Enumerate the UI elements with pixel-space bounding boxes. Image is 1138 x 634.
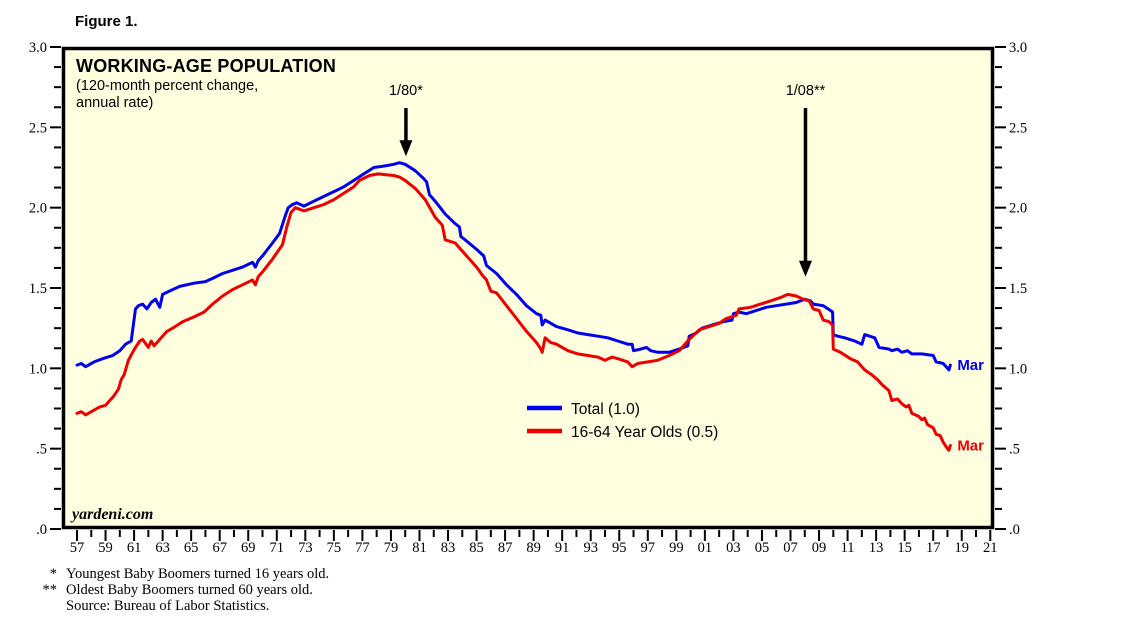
x-tick-label: 99	[669, 540, 684, 556]
x-tick-label: 77	[355, 540, 370, 556]
x-tick-label: 69	[241, 540, 256, 556]
x-tick-label: 61	[127, 540, 142, 556]
plot-area	[61, 46, 995, 530]
x-tick-label: 97	[641, 540, 656, 556]
watermark: yardeni.com	[70, 506, 153, 523]
x-tick-label: 01	[698, 540, 713, 556]
x-tick-label: 59	[98, 540, 113, 556]
series-lines: Mar Mar	[75, 161, 984, 454]
y-tick-label-right: 3.0	[1009, 40, 1027, 56]
y-tick-label-right: 1.0	[1009, 361, 1027, 377]
legend: Total (1.0) 16-64 Year Olds (0.5)	[527, 401, 718, 441]
footnote-marker-2: **	[43, 582, 58, 598]
figure-label: Figure 1.	[75, 13, 138, 30]
y-tick-label-left: 2.5	[29, 120, 47, 136]
x-tick-label: 91	[555, 540, 570, 556]
end-label-total-line: Mar	[957, 357, 984, 374]
annotation-arrow-head	[399, 140, 413, 157]
y-tick-label-left: 3.0	[29, 40, 47, 56]
x-tick-label: 07	[783, 540, 798, 556]
y-tick-label-right: 2.5	[1009, 120, 1027, 136]
axes: 57 59 61 63 65 67 69 71 73 75 77 79 81 83 85 87 89 91 93 95…	[29, 40, 1027, 556]
x-tick-label: 75	[327, 540, 342, 556]
x-tick-label: 87	[498, 540, 513, 556]
y-tick-label-left: 1.0	[29, 361, 47, 377]
footnote-source: Source: Bureau of Labor Statistics.	[66, 598, 269, 614]
footnotes: * Youngest Baby Boomers turned 16 years …	[43, 566, 330, 614]
annotation-label: 1/08**	[786, 83, 826, 99]
x-tick-label: 93	[583, 540, 598, 556]
x-tick-label: 11	[841, 540, 855, 556]
x-tick-label: 65	[184, 540, 199, 556]
total-line	[75, 161, 952, 372]
x-tick-label: 67	[212, 540, 227, 556]
x-tick-label: 63	[155, 540, 170, 556]
y-tick-label-right: 2.0	[1009, 201, 1027, 217]
footnote-text-1: Youngest Baby Boomers turned 16 years ol…	[66, 566, 329, 582]
x-tick-label: 81	[412, 540, 427, 556]
footnote-marker-1: *	[50, 566, 57, 582]
chart-subtitle-line2: annual rate)	[76, 95, 153, 111]
x-tick-label: 83	[441, 540, 456, 556]
x-tick-label: 15	[897, 540, 912, 556]
y-tick-label-left: 1.5	[29, 281, 47, 297]
y-tick-label-right: 1.5	[1009, 281, 1027, 297]
x-tick-label: 79	[384, 540, 399, 556]
aged-16-64-line	[75, 172, 952, 452]
annotations: 1/80* 1/08**	[389, 83, 826, 277]
x-tick-label: 21	[983, 540, 998, 556]
x-tick-label: 85	[469, 540, 484, 556]
legend-aged-label: 16-64 Year Olds (0.5)	[571, 424, 718, 441]
x-tick-label: 57	[70, 540, 85, 556]
x-tick-label: 03	[726, 540, 741, 556]
legend-total-label: Total (1.0)	[571, 401, 640, 418]
y-tick-label-right: .5	[1009, 442, 1020, 458]
x-tick-label: 89	[526, 540, 541, 556]
x-tick-label: 95	[612, 540, 627, 556]
y-tick-label-right: .0	[1009, 522, 1020, 538]
chart-title: WORKING-AGE POPULATION	[76, 56, 336, 76]
y-tick-label-left: 2.0	[29, 201, 47, 217]
footnote-text-2: Oldest Baby Boomers turned 60 years old.	[66, 582, 313, 598]
x-tick-label: 13	[869, 540, 884, 556]
y-tick-label-left: .0	[36, 522, 47, 538]
x-tick-label: 05	[755, 540, 770, 556]
annotation-arrow-head	[798, 260, 812, 277]
chart-subtitle-line1: (120-month percent change,	[76, 78, 258, 94]
y-tick-label-left: .5	[36, 442, 47, 458]
x-tick-label: 73	[298, 540, 313, 556]
end-label-aged-16-64-line: Mar	[957, 437, 984, 454]
annotation-108: 1/08**	[786, 83, 826, 277]
x-tick-label: 17	[926, 540, 941, 556]
x-tick-label: 09	[812, 540, 827, 556]
x-tick-label: 71	[270, 540, 285, 556]
x-tick-label: 19	[954, 540, 969, 556]
annotation-label: 1/80*	[389, 83, 423, 99]
annotation-180: 1/80*	[389, 83, 423, 157]
